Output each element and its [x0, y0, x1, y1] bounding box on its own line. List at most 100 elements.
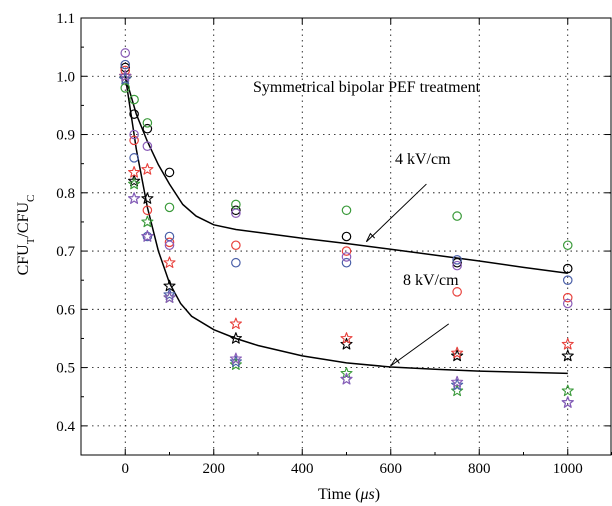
- data-point-circle: [452, 260, 462, 271]
- data-point-star: [451, 349, 464, 362]
- x-axis-title-main: Time (: [318, 486, 361, 503]
- annotation-arrow-line: [366, 183, 427, 243]
- label-8kv: 8 kV/cm: [403, 272, 459, 289]
- annotation-title: Symmetrical bipolar PEF treatment: [253, 79, 481, 96]
- data-point-star: [141, 163, 154, 175]
- data-point-circle: [231, 257, 241, 268]
- y-tick-label: 0.7: [56, 244, 75, 260]
- data-point-circle: [142, 141, 153, 151]
- data-point-circle: [231, 240, 241, 251]
- data-point-star: [163, 288, 176, 301]
- data-point-star: [561, 349, 574, 362]
- annotation-arrow-head: [365, 232, 376, 242]
- data-point-star: [141, 230, 154, 242]
- y-axis-title-mid: /CFU: [15, 202, 32, 238]
- data-point-circle: [231, 205, 241, 216]
- data-point-circle: [142, 231, 153, 242]
- y-axis-title-a: CFU: [15, 244, 32, 276]
- annotation-arrow-head: [390, 357, 400, 367]
- data-point-circle: [452, 255, 462, 265]
- data-point-star: [141, 215, 154, 228]
- data-point-circle: [164, 240, 175, 251]
- y-axis-title: CFUT/CFUC: [15, 195, 37, 276]
- data-point-circle: [142, 205, 153, 216]
- data-point-star: [128, 192, 141, 204]
- data-point-circle: [129, 129, 139, 140]
- data-point-star: [128, 166, 141, 178]
- data-point-star: [340, 332, 353, 344]
- data-point-star: [128, 177, 141, 190]
- data-point-star: [561, 337, 574, 350]
- x-tick-label: 600: [380, 461, 403, 477]
- y-tick-label: 0.6: [56, 302, 75, 318]
- data-point-star: [561, 384, 574, 397]
- data-point-circle: [341, 257, 352, 268]
- data-point-circle: [129, 153, 139, 163]
- data-point-star: [119, 69, 132, 82]
- annotations: Symmetrical bipolar PEF treatment 4 kV/c…: [253, 79, 481, 367]
- axis-ticks: 0 200 400 600 800 1000 0.4 0.5 0.6 0.7 0.8 0.9 1.0 1.…: [56, 11, 612, 477]
- data-point-circle: [562, 298, 573, 309]
- y-tick-label: 1.0: [56, 69, 75, 85]
- y-tick-label: 0.4: [56, 419, 75, 435]
- data-point-circle: [120, 59, 131, 70]
- fit-curve: [124, 76, 568, 375]
- x-tick-label: 0: [122, 461, 130, 477]
- data-point-circle: [452, 211, 462, 221]
- y-tick-label: 0.8: [56, 186, 75, 202]
- data-point-circle: [120, 83, 131, 93]
- data-point-circle: [142, 118, 153, 128]
- data-point-circle: [120, 48, 131, 58]
- fit-curves: [124, 76, 568, 375]
- data-point-circle: [129, 94, 139, 105]
- data-point-star: [340, 337, 353, 350]
- data-point-star: [119, 72, 132, 85]
- x-axis-title-tail: ): [375, 486, 380, 503]
- data-point-circle: [231, 208, 241, 218]
- data-point-star: [229, 358, 242, 370]
- data-point-circle: [164, 231, 175, 242]
- data-point-star: [163, 291, 176, 303]
- data-point-circle: [452, 287, 462, 297]
- data-point-circle: [164, 167, 175, 178]
- fit-curve: [124, 76, 568, 274]
- x-tick-label: 1000: [553, 461, 583, 477]
- data-point-star: [141, 192, 154, 204]
- data-point-circle: [129, 109, 139, 119]
- data-point-star: [340, 372, 353, 385]
- label-4kv: 4 kV/cm: [395, 151, 451, 168]
- data-point-star: [451, 384, 464, 397]
- data-points: [119, 48, 574, 408]
- y-tick-label: 0.5: [56, 361, 75, 377]
- data-point-circle: [231, 199, 241, 210]
- data-point-star: [229, 332, 242, 344]
- data-point-circle: [452, 257, 462, 268]
- data-point-circle: [341, 231, 352, 242]
- data-point-star: [128, 174, 141, 187]
- data-point-star: [229, 352, 242, 365]
- data-point-circle: [164, 237, 175, 248]
- data-point-star: [229, 355, 242, 368]
- y-tick-label: 1.1: [56, 11, 75, 27]
- data-point-circle: [341, 205, 352, 216]
- data-point-star: [163, 256, 176, 268]
- x-tick-label: 400: [291, 461, 314, 477]
- data-point-circle: [562, 292, 573, 303]
- data-point-circle: [129, 135, 139, 146]
- data-point-circle: [164, 202, 175, 213]
- x-tick-label: 800: [468, 461, 491, 477]
- data-point-circle: [562, 263, 573, 274]
- data-point-circle: [341, 252, 352, 262]
- data-point-star: [451, 375, 464, 388]
- x-tick-label: 200: [203, 461, 226, 477]
- data-point-star: [229, 317, 242, 330]
- data-point-circle: [341, 246, 352, 256]
- data-point-star: [561, 396, 574, 408]
- data-point-star: [451, 378, 464, 391]
- data-point-star: [451, 346, 464, 359]
- annotation-arrow-line: [390, 323, 450, 367]
- data-point-circle: [562, 275, 573, 285]
- data-point-circle: [142, 123, 153, 134]
- x-axis-title-unit: μs: [359, 486, 374, 503]
